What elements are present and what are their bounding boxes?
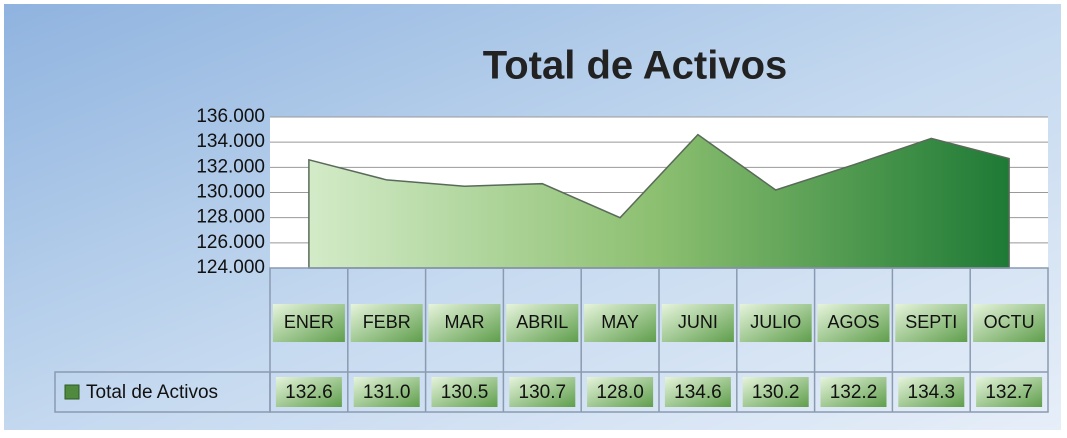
x-tick-label: FEBR	[363, 312, 411, 332]
value-cell	[509, 377, 576, 407]
y-tick-label: 134.000	[196, 131, 265, 152]
value-cell	[742, 377, 809, 407]
x-tick-label: ENER	[284, 312, 334, 332]
data-label: 132.6	[285, 382, 333, 403]
x-tick-label: AGOS	[827, 312, 879, 332]
x-tick-label: SEPTI	[905, 312, 957, 332]
data-label: 134.6	[674, 382, 722, 403]
value-cell	[976, 377, 1043, 407]
category-cell	[428, 304, 501, 342]
value-cell	[431, 377, 498, 407]
value-cell	[275, 377, 342, 407]
y-tick-label: 132.000	[196, 156, 265, 177]
chart-title: Total de Activos	[483, 44, 788, 88]
y-tick-label: 124.000	[196, 257, 265, 278]
value-cell	[820, 377, 887, 407]
data-label: 130.5	[441, 382, 489, 403]
value-cell	[898, 377, 965, 407]
data-label: 132.7	[985, 382, 1033, 403]
legend-label: Total de Activos	[86, 382, 218, 403]
x-tick-label: JUNI	[678, 312, 718, 332]
category-cell	[895, 304, 968, 342]
category-cell	[661, 304, 734, 342]
category-cell	[817, 304, 890, 342]
value-cell	[664, 377, 731, 407]
data-label: 132.2	[830, 382, 878, 403]
x-tick-label: MAR	[445, 312, 485, 332]
category-cell	[973, 304, 1046, 342]
x-tick-label: MAY	[601, 312, 639, 332]
data-label: 130.7	[519, 382, 567, 403]
legend-swatch	[64, 384, 80, 400]
y-tick-label: 126.000	[196, 232, 265, 253]
x-tick-label: OCTU	[984, 312, 1035, 332]
x-tick-label: ABRIL	[516, 312, 568, 332]
category-cell	[272, 304, 345, 342]
y-tick-label: 128.000	[196, 207, 265, 228]
category-cell	[506, 304, 579, 342]
y-tick-label: 136.000	[196, 106, 265, 127]
y-tick-label: 130.000	[196, 182, 265, 203]
category-cell	[350, 304, 423, 342]
data-label: 134.3	[908, 382, 956, 403]
value-cell	[587, 377, 654, 407]
category-cell	[584, 304, 657, 342]
data-label: 131.0	[363, 382, 411, 403]
value-cell	[353, 377, 420, 407]
legend-cell	[54, 371, 271, 413]
x-tick-label: JULIO	[750, 312, 801, 332]
data-label: 130.2	[752, 382, 800, 403]
data-label: 128.0	[596, 382, 644, 403]
area	[308, 133, 1010, 269]
category-cell	[739, 304, 812, 342]
